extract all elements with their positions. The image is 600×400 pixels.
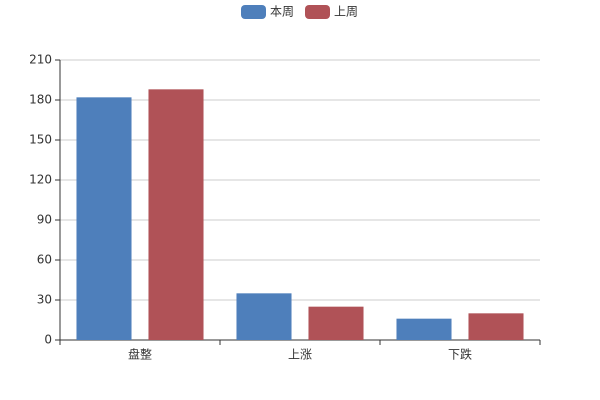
- y-tick-label: 180: [29, 93, 52, 107]
- legend-label: 上周: [334, 5, 358, 19]
- x-tick-label: 上涨: [288, 347, 312, 362]
- bar: [236, 293, 292, 340]
- x-tick-label: 下跌: [448, 347, 472, 362]
- y-tick-label: 120: [29, 173, 52, 187]
- y-tick-label: 210: [29, 53, 52, 67]
- bar: [308, 306, 364, 340]
- bar: [468, 313, 524, 340]
- legend-swatch: [241, 5, 266, 19]
- legend-label: 本周: [270, 5, 294, 19]
- y-tick-label: 150: [29, 133, 52, 147]
- x-tick-label: 盘整: [128, 347, 152, 362]
- y-tick-label: 0: [44, 333, 52, 347]
- bar: [396, 318, 452, 340]
- bar: [148, 89, 204, 340]
- y-tick-label: 90: [37, 213, 52, 227]
- y-tick-label: 30: [37, 293, 52, 307]
- y-tick-label: 60: [37, 253, 52, 267]
- legend-swatch: [305, 5, 330, 19]
- bar: [76, 97, 132, 340]
